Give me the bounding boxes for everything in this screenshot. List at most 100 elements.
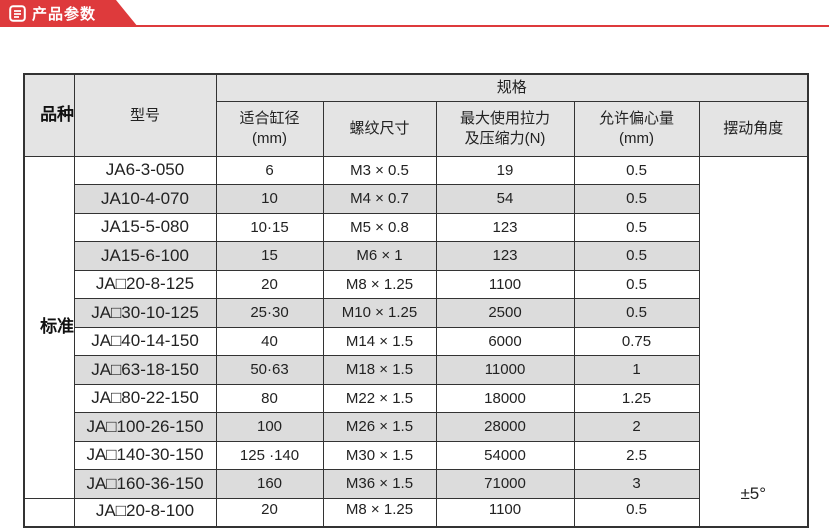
swing-angle-cell: ±5°	[698, 155, 809, 527]
table-row: JA15-6-100 15 M6 × 1 123 0.5	[24, 241, 808, 271]
model-cell: JA□20-8-100	[73, 497, 217, 527]
table-row: JA□100-26-150 100 M26 × 1.5 28000 2	[24, 412, 808, 442]
force-cell: 28000	[435, 412, 575, 442]
thread-cell: M22 × 1.5	[322, 383, 437, 413]
model-cell: JA□30-10-125	[73, 298, 217, 328]
force-cell: 1100	[435, 269, 575, 299]
col-header-eccentricity: 允许偏心量 (mm)	[573, 100, 700, 157]
model-cell: JA□80-22-150	[73, 383, 217, 413]
thread-cell: M18 × 1.5	[322, 355, 437, 385]
col-header-eccentricity-line1: 允许偏心量	[598, 110, 674, 127]
thread-cell: M6 × 1	[322, 241, 437, 271]
model-cell: JA15-6-100	[73, 241, 217, 271]
col-header-eccentricity-line2: (mm)	[619, 129, 654, 147]
eccentricity-cell: 0.5	[573, 241, 700, 271]
thread-cell: M4 × 0.7	[322, 184, 437, 214]
col-header-spec-group: 规格	[215, 73, 809, 102]
table-row: JA□160-36-150 160 M36 × 1.5 71000 3	[24, 469, 808, 499]
eccentricity-cell: 2	[573, 412, 700, 442]
force-cell: 54	[435, 184, 575, 214]
col-header-bore-unit: (mm)	[252, 129, 287, 147]
bore-cell: 160	[215, 469, 324, 499]
col-header-force: 最大使用拉力 及压缩力(N)	[435, 100, 575, 157]
thread-cell: M5 × 0.8	[322, 212, 437, 242]
table-row: JA□40-14-150 40 M14 × 1.5 6000 0.75	[24, 326, 808, 356]
model-cell: JA□40-14-150	[73, 326, 217, 356]
eccentricity-cell: 0.5	[573, 184, 700, 214]
thread-cell: M8 × 1.25	[322, 269, 437, 299]
section-title: 产品参数	[32, 6, 97, 23]
force-cell: 19	[435, 155, 575, 185]
force-cell: 2500	[435, 298, 575, 328]
banner-underline	[136, 25, 829, 27]
section-banner: 产品参数	[0, 0, 138, 27]
table-row: JA□80-22-150 80 M22 × 1.5 18000 1.25	[24, 383, 808, 413]
category-cell-next	[23, 497, 75, 527]
header-row-sub: 适合缸径 (mm) 螺纹尺寸 最大使用拉力 及压缩力(N) 允许偏心量 (mm)…	[24, 100, 809, 157]
table-row: 标准品 JA6-3-050 6 M3 × 0.5 19 0.5 ±5°	[23, 155, 809, 527]
bore-cell: 6	[215, 155, 324, 185]
eccentricity-cell: 0.5	[573, 497, 700, 527]
bore-cell: 15	[215, 241, 324, 271]
header-row-group: 品种 型号 规格	[23, 73, 809, 157]
col-header-bore-line1: 适合缸径	[239, 110, 300, 127]
thread-cell: M26 × 1.5	[322, 412, 437, 442]
col-header-thread: 螺纹尺寸	[322, 100, 437, 157]
bore-cell: 100	[215, 412, 324, 442]
model-cell: JA□20-8-125	[73, 269, 217, 299]
category-cell: 标准品	[23, 155, 75, 499]
eccentricity-cell: 3	[573, 469, 700, 499]
model-cell: JA15-5-080	[73, 212, 217, 242]
force-cell: 123	[435, 241, 575, 271]
bore-cell: 10	[215, 184, 324, 214]
product-spec-table: 品种 型号 规格 适合缸径 (mm) 螺纹尺寸 最大使用拉力 及压缩力(N) 允…	[23, 73, 810, 528]
eccentricity-cell: 0.5	[573, 212, 700, 242]
col-header-category-label: 品种	[40, 105, 74, 125]
table-row: JA□30-10-125 25·30 M10 × 1.25 2500 0.5	[24, 298, 808, 328]
model-cell: JA10-4-070	[73, 184, 217, 214]
thread-cell: M10 × 1.25	[322, 298, 437, 328]
eccentricity-cell: 1.25	[573, 383, 700, 413]
table-row: JA15-5-080 10·15 M5 × 0.8 123 0.5	[24, 212, 808, 242]
table-row: JA□140-30-150 125 ·140 M30 × 1.5 54000 2…	[24, 440, 808, 470]
force-cell: 18000	[435, 383, 575, 413]
table-row-partial: JA□20-8-100 20 M8 × 1.25 1100 0.5	[23, 497, 808, 527]
model-cell: JA□63-18-150	[73, 355, 217, 385]
bore-cell: 25·30	[215, 298, 324, 328]
bore-cell: 20	[215, 497, 324, 527]
table-row: JA10-4-070 10 M4 × 0.7 54 0.5	[24, 184, 808, 214]
col-header-force-line1: 最大使用拉力	[459, 110, 550, 127]
thread-cell: M30 × 1.5	[322, 440, 437, 470]
thread-cell: M14 × 1.5	[322, 326, 437, 356]
eccentricity-cell: 0.75	[573, 326, 700, 356]
force-cell: 1100	[435, 497, 575, 527]
model-cell: JA6-3-050	[73, 155, 217, 185]
eccentricity-cell: 0.5	[573, 155, 700, 185]
col-header-force-line2: 及压缩力(N)	[464, 129, 546, 147]
thread-cell: M3 × 0.5	[322, 155, 437, 185]
bore-cell: 125 ·140	[215, 440, 324, 470]
force-cell: 6000	[435, 326, 575, 356]
col-header-swing-angle: 摆动角度	[698, 100, 809, 157]
col-header-bore: 适合缸径 (mm)	[215, 100, 324, 157]
category-label: 标准品	[40, 316, 74, 336]
table-row: JA□20-8-125 20 M8 × 1.25 1100 0.5	[24, 269, 808, 299]
bore-cell: 20	[215, 269, 324, 299]
force-cell: 71000	[435, 469, 575, 499]
model-cell: JA□160-36-150	[73, 469, 217, 499]
eccentricity-cell: 1	[573, 355, 700, 385]
bore-cell: 40	[215, 326, 324, 356]
model-cell: JA□140-30-150	[73, 440, 217, 470]
eccentricity-cell: 0.5	[573, 298, 700, 328]
thread-cell: M36 × 1.5	[322, 469, 437, 499]
col-header-category: 品种	[23, 73, 75, 157]
model-cell: JA□100-26-150	[73, 412, 217, 442]
eccentricity-cell: 0.5	[573, 269, 700, 299]
document-icon	[9, 5, 26, 22]
table-row: JA□63-18-150 50·63 M18 × 1.5 11000 1	[24, 355, 808, 385]
thread-cell: M8 × 1.25	[322, 497, 437, 527]
eccentricity-cell: 2.5	[573, 440, 700, 470]
col-header-model: 型号	[73, 73, 217, 157]
bore-cell: 10·15	[215, 212, 324, 242]
bore-cell: 50·63	[215, 355, 324, 385]
